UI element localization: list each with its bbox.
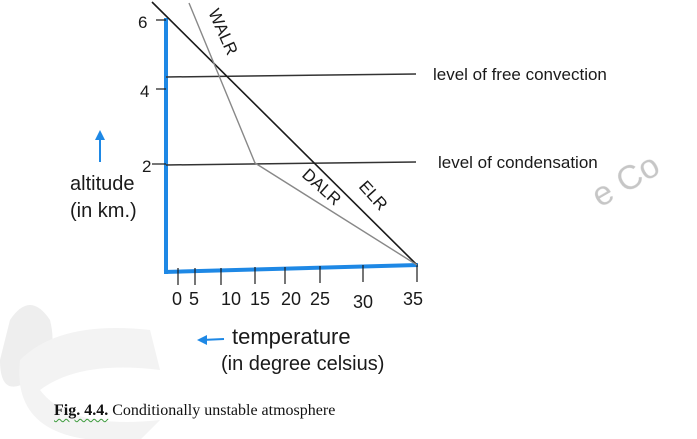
x-tick-10: 10 bbox=[221, 289, 241, 309]
dalr-walr-line bbox=[188, 2, 418, 266]
level-condensation-label: level of condensation bbox=[438, 153, 598, 172]
level-free-convection-label: level of free convection bbox=[433, 65, 607, 84]
x-tick-30: 30 bbox=[353, 292, 373, 312]
figure-number: Fig. 4.4. bbox=[54, 402, 109, 419]
figure-caption-text: Conditionally unstable atmosphere bbox=[108, 402, 336, 419]
left-arrow-icon bbox=[197, 335, 225, 345]
y-tick-6: 6 bbox=[138, 13, 147, 32]
level-condensation-line bbox=[165, 161, 417, 166]
level-free-convection-line bbox=[165, 73, 417, 78]
figure-caption: Fig. 4.4. Conditionally unstable atmosph… bbox=[54, 402, 335, 420]
x-tick-20: 20 bbox=[281, 289, 301, 309]
x-axis-unit: (in degree celsius) bbox=[221, 353, 384, 375]
y-tick-2: 2 bbox=[142, 157, 151, 176]
x-tick-25: 25 bbox=[310, 289, 330, 309]
x-axis-title: temperature bbox=[232, 324, 351, 349]
x-tick-0: 0 bbox=[172, 289, 182, 309]
x-tick-35: 35 bbox=[403, 289, 423, 309]
y-axis-unit: (in km.) bbox=[70, 200, 137, 222]
x-axis bbox=[163, 263, 419, 274]
y-ticks bbox=[152, 19, 166, 165]
walr-label: WALR bbox=[204, 6, 241, 58]
x-ticks bbox=[177, 264, 418, 285]
y-tick-4: 4 bbox=[140, 82, 149, 101]
elr-line bbox=[151, 1, 418, 266]
watermark: e Co bbox=[0, 146, 666, 439]
up-arrow-icon bbox=[95, 130, 105, 162]
x-tick-5: 5 bbox=[189, 289, 199, 309]
x-tick-15: 15 bbox=[250, 289, 270, 309]
y-axis-title: altitude bbox=[70, 173, 135, 195]
